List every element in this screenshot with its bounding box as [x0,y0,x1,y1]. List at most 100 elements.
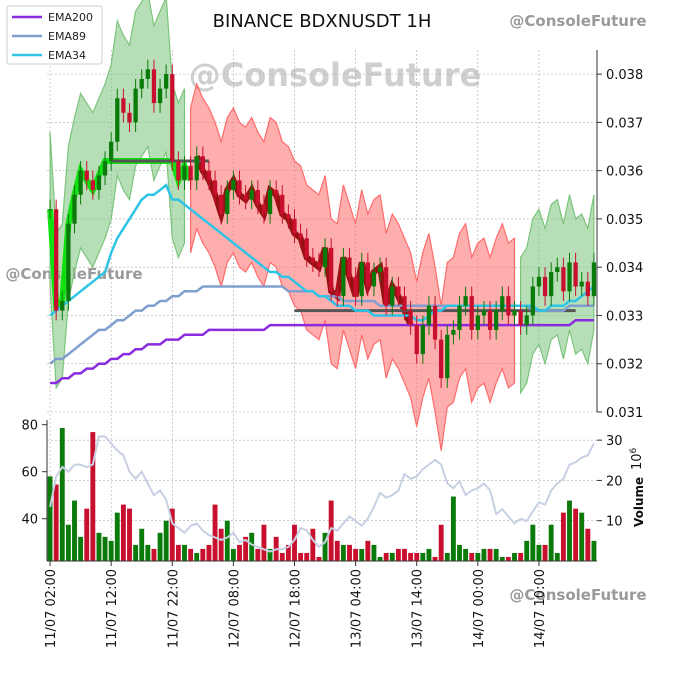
volume-bar [371,544,377,561]
candle-body [286,214,291,219]
volume-bar [182,544,187,561]
price-tick-label: 0.036 [606,165,643,180]
volume-bar [585,528,591,561]
volume-bar [377,556,383,561]
volume-bar [402,548,407,561]
legend-box [6,5,103,65]
candle-body [170,74,175,162]
volume-bar [84,508,90,561]
volume-bar [548,524,554,561]
volume-bar [120,504,126,561]
candle-body [78,170,83,195]
candle-body [390,286,395,306]
time-tick-label: 13/07 04:00 [350,569,365,648]
volume-bar [426,548,432,561]
volume-bar [212,504,218,561]
candle-body [530,286,535,316]
watermark-bottom-right: @ConsoleFuture [509,586,646,604]
candle-body [157,88,163,104]
candle-body [359,262,364,297]
price-tick-label: 0.035 [606,213,643,228]
volume-bar [499,556,505,561]
volume-bar [237,544,242,561]
cloud-band [190,81,516,451]
candle-body [212,180,218,195]
volume-bar [347,544,352,561]
volume-bar [194,552,200,561]
volume-bar [310,528,316,561]
volume-bars [47,428,597,561]
candle-body [139,78,144,89]
candle-body [274,189,279,195]
volume-bar [96,532,102,561]
volume-bar [151,548,157,561]
candle-body [506,296,511,316]
candle-body [292,218,297,234]
volume-bar [322,532,328,561]
candle-body [591,262,597,297]
volume-bar [163,520,169,561]
candle-body [536,276,542,287]
candle-body [524,315,529,326]
volume-bar [108,540,114,561]
candle-body [451,329,456,335]
volume-bar [487,548,493,561]
legend: EMA200 EMA89 EMA34 [6,5,103,65]
legend-label-ema200: EMA200 [48,11,93,24]
candle-body [500,296,505,311]
volume-tick-label: 30 [606,434,623,449]
volume-bar [591,540,597,561]
cloud-band [520,194,595,395]
volume-bar [505,556,511,561]
volume-bar [114,512,120,561]
volume-tick-label: 20 [606,474,623,489]
volume-bar [469,552,475,561]
candle-body [377,267,383,273]
volume-bar [438,524,444,561]
legend-label-ema34: EMA34 [48,49,86,62]
volume-bar [573,508,579,561]
volume-bar [102,536,108,561]
price-tick-label: 0.038 [606,68,643,83]
candle-body [335,291,340,297]
volume-bar [285,544,291,561]
volume-bar [395,548,401,561]
candle-body [231,180,236,190]
cloud-bands [49,0,595,451]
candle-body [164,74,169,89]
time-tick-label: 13/07 14:00 [411,569,426,648]
volume-bar [383,552,389,561]
candle-body [457,305,462,330]
cloud-band [49,0,186,390]
volume-bar [414,552,420,561]
candle-body [182,165,187,181]
candle-body [237,180,242,195]
candle-body [542,276,548,297]
time-tick-label: 11/07 02:00 [44,569,59,648]
volume-bar [59,428,65,561]
candle-body [322,247,328,268]
volume-bar [334,540,340,561]
left-tick-label: 40 [21,513,38,528]
candle-body [463,296,468,306]
candle-body [90,180,95,190]
candle-body [200,156,205,171]
time-tick-label: 12/07 08:00 [227,569,242,648]
volume-bar [230,548,236,561]
volume-bar [432,556,438,561]
candle-body [261,204,267,215]
candle-body [573,262,578,287]
left-tick-label: 60 [21,466,38,481]
candle-body [420,325,425,355]
candle-body [304,238,309,258]
candle-body [341,257,346,297]
time-tick-label: 14/07 00:00 [472,569,487,648]
candle-body [445,334,450,379]
price-tick-label: 0.031 [606,406,643,421]
volume-bar [133,544,139,561]
axes: 0.038 0.037 0.036 0.035 0.034 0.033 0.032 0.031… [21,50,643,648]
volume-bar [524,540,530,561]
volume-bar [481,548,487,561]
volume-bar [175,544,181,561]
volume-bar [169,508,175,561]
